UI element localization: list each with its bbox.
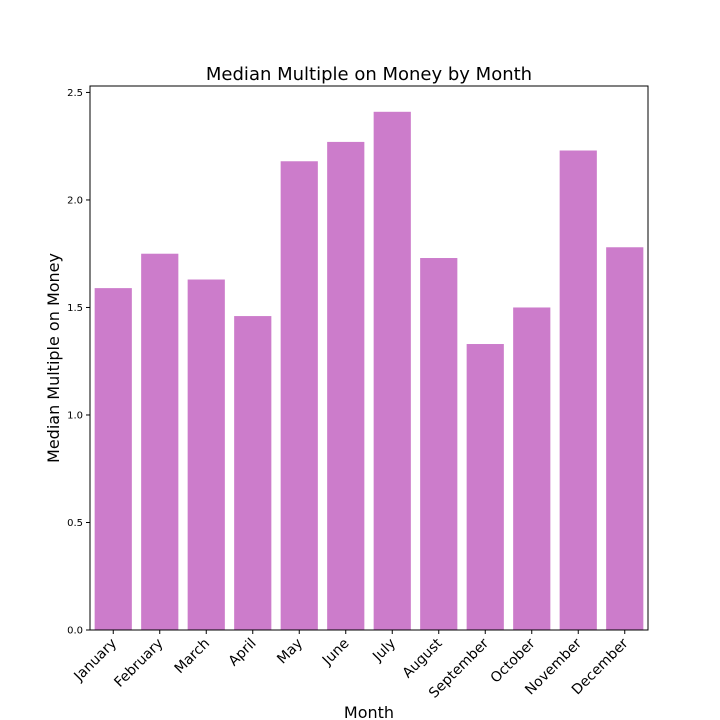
bar-october [513,307,551,630]
y-tick-label: 1.5 [67,303,83,314]
y-tick-label: 0.0 [67,626,83,637]
bar-january [94,288,132,630]
bar-may [280,161,318,630]
bar-august [420,258,458,630]
bar-june [327,141,365,630]
y-axis: 0.0 0.5 1.0 1.5 2.0 2.5 [67,88,90,637]
bar-december [606,247,644,630]
y-tick-label: 1.0 [67,410,83,421]
y-tick-label: 0.5 [67,518,83,529]
bar-september [466,344,504,630]
bars-layer [94,111,644,631]
plot-frame [89,85,649,631]
bar-november [559,150,597,630]
chart-title: Median Multiple on Money by Month [206,64,532,85]
bar-march [187,279,225,630]
bar-april [234,316,272,630]
bar-july [373,111,411,631]
y-tick-label: 2.5 [67,88,83,99]
bar-february [141,253,179,630]
y-tick-label: 2.0 [67,195,83,206]
y-axis-label: Median Multiple on Money [44,253,63,463]
x-axis-label: Month [344,703,394,720]
